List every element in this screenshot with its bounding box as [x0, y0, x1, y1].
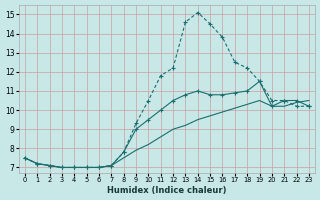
X-axis label: Humidex (Indice chaleur): Humidex (Indice chaleur)	[107, 186, 227, 195]
